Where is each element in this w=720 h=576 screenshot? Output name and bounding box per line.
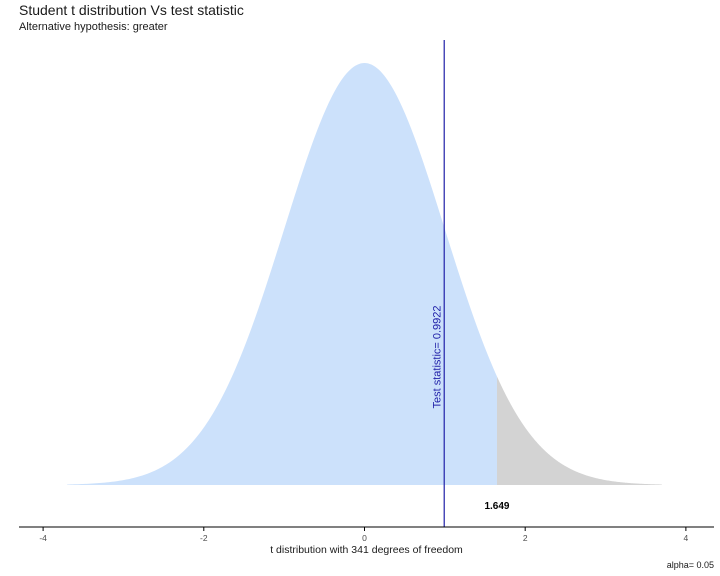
x-axis-tick-label: -2	[200, 533, 208, 543]
x-axis-title: t distribution with 341 degrees of freed…	[270, 544, 463, 556]
critical-value-label: 1.649	[484, 501, 509, 512]
rejection-region-area	[496, 376, 662, 485]
acceptance-region-area	[67, 63, 497, 485]
chart-title: Student t distribution Vs test statistic	[19, 2, 244, 18]
x-axis-tick-label: 2	[523, 533, 528, 543]
test-statistic-label: Test statistic= 0.9922	[432, 305, 444, 408]
alpha-caption: alpha= 0.05	[666, 560, 714, 570]
x-axis-tick-label: -4	[39, 533, 47, 543]
chart-subtitle: Alternative hypothesis: greater	[19, 21, 168, 33]
x-axis-tick-label: 0	[362, 533, 367, 543]
x-axis-tick-label: 4	[684, 533, 689, 543]
